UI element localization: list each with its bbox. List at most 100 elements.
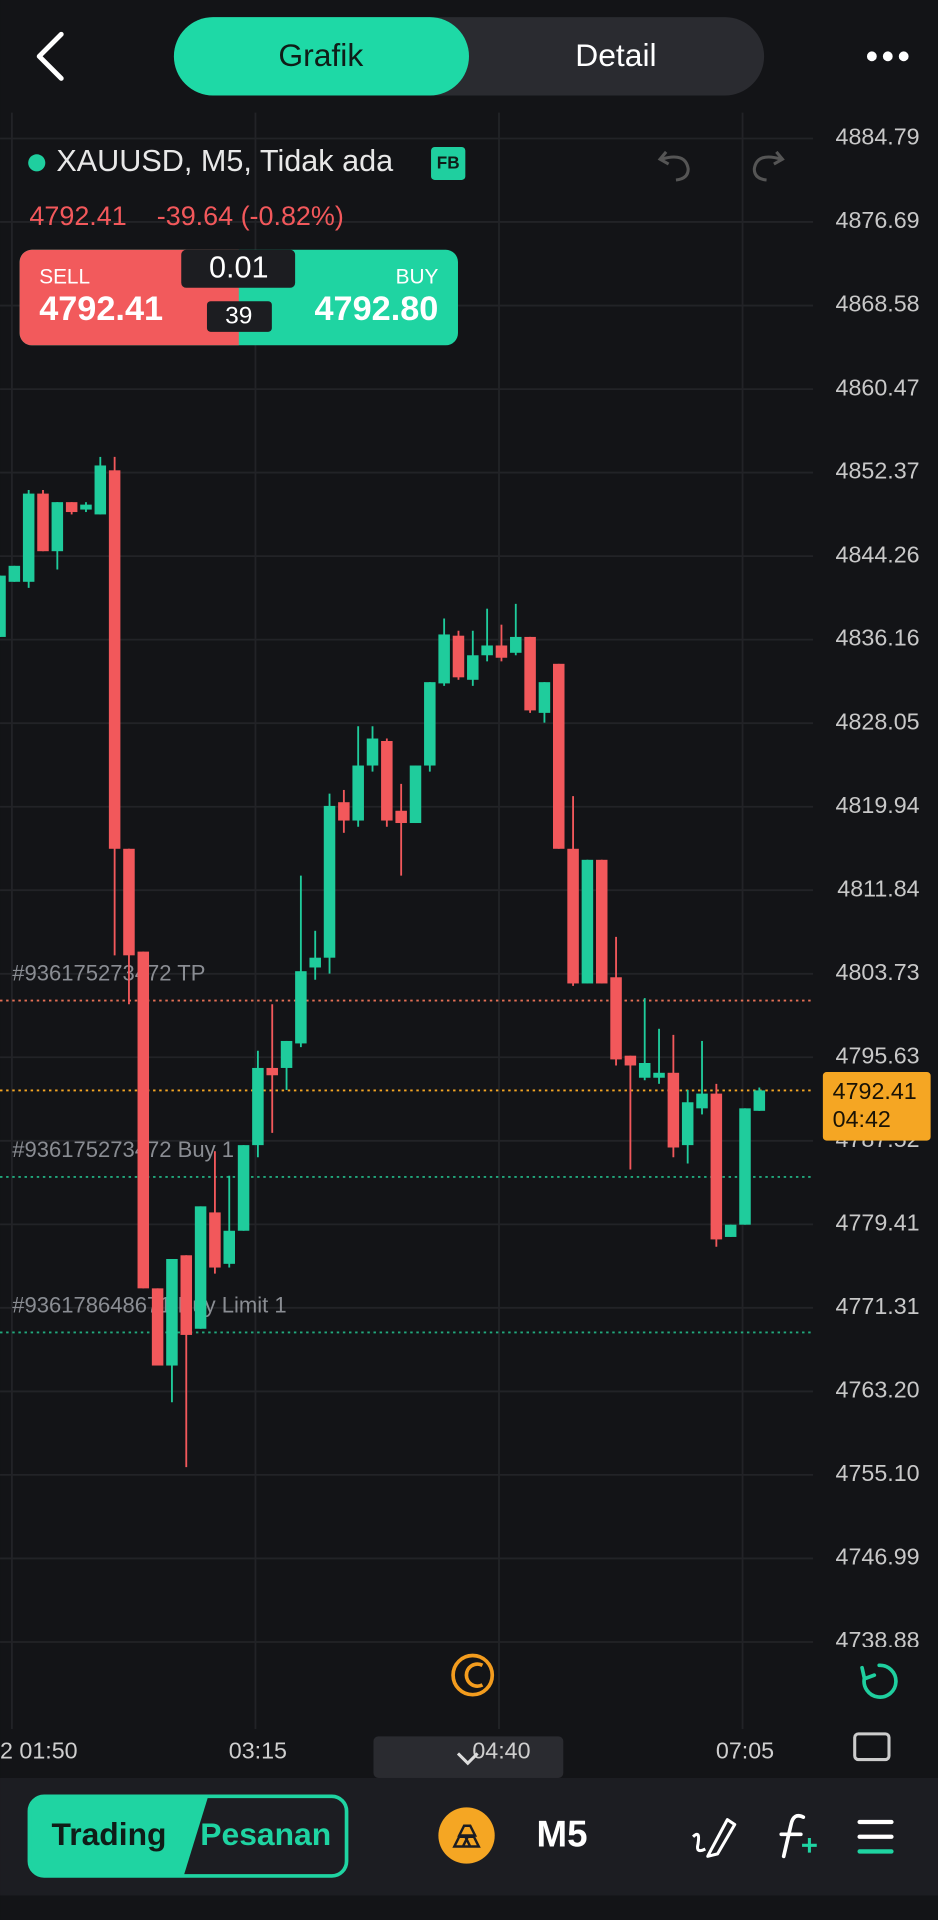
tab-grafik[interactable]: Grafik — [278, 37, 363, 73]
bottom-tabs — [27, 1794, 349, 1878]
draw-icon[interactable] — [691, 1818, 737, 1858]
logo-icon — [451, 1653, 495, 1697]
candle-body — [481, 645, 493, 656]
candle-body — [108, 470, 121, 849]
last-price-time: 04:42 — [833, 1106, 891, 1132]
candle-body — [266, 1067, 278, 1076]
y-tick-label: 4763.20 — [836, 1377, 920, 1403]
candle-body — [137, 951, 150, 1289]
candle-body — [452, 635, 465, 678]
back-button[interactable] — [36, 31, 64, 81]
candle-body — [252, 1067, 264, 1146]
order-label: #936175273472 TP — [12, 961, 205, 986]
candle-body — [424, 682, 436, 766]
candle-body — [696, 1093, 708, 1109]
y-tick-label: 4876.69 — [836, 207, 920, 233]
volume: 0.01 — [209, 250, 269, 284]
y-axis: 4884.79 4876.69 4868.58 4860.47 4852.37 4844.… — [836, 124, 920, 1647]
x-tick-label: 07:05 — [716, 1737, 774, 1763]
menu-icon[interactable] — [857, 1819, 894, 1854]
candle-body — [538, 682, 551, 713]
candle-body — [237, 1145, 250, 1231]
candle-body — [638, 1063, 651, 1078]
candle-body — [295, 971, 307, 1044]
y-tick-label: 4811.84 — [837, 875, 919, 901]
y-tick-label: 4828.05 — [836, 708, 920, 734]
y-tick-label: 4779.41 — [836, 1210, 920, 1236]
indicator-plus — [802, 1837, 817, 1853]
candle-body — [495, 645, 508, 658]
candle-body — [65, 502, 78, 513]
candle-body — [338, 802, 350, 821]
spread: 39 — [225, 303, 252, 330]
y-tick-label: 4860.47 — [836, 374, 920, 400]
candle-body — [94, 465, 107, 515]
candle-body — [409, 765, 422, 824]
timeframe[interactable]: M5 — [537, 1813, 588, 1854]
y-tick-label: 4771.31 — [836, 1293, 920, 1319]
redo-icon[interactable] — [752, 150, 785, 182]
candle-body — [667, 1072, 680, 1148]
candle-body — [223, 1230, 235, 1264]
order-label: #936175273472 Buy 1 — [12, 1137, 234, 1162]
candle-body — [51, 502, 64, 552]
x-axis: 2 01:50 03:15 04:40 07:05 — [0, 1737, 774, 1763]
candle-body — [209, 1212, 221, 1268]
last-price-tag — [822, 1072, 931, 1141]
x-tick-label: 04:40 — [472, 1737, 530, 1763]
candle-body — [438, 634, 450, 684]
gold-bars — [452, 1824, 481, 1848]
tab-pesanan[interactable]: Pesanan — [200, 1816, 331, 1852]
sell-price: 4792.41 — [39, 290, 163, 328]
candle-body — [595, 859, 608, 984]
candle-body — [352, 765, 364, 821]
y-tick-label: 4868.58 — [836, 291, 920, 317]
status-dot — [28, 154, 46, 172]
reset-icon[interactable] — [860, 1663, 898, 1699]
candle-body — [724, 1224, 737, 1237]
badge-text: FB — [437, 153, 460, 173]
candle-body — [581, 859, 594, 984]
candle-body — [395, 810, 407, 824]
symbol-change: -39.64 (-0.82%) — [157, 201, 344, 231]
more-button[interactable] — [866, 51, 909, 62]
candle-body — [624, 1055, 637, 1066]
tab-detail[interactable]: Detail — [575, 37, 656, 73]
undo-icon[interactable] — [657, 150, 690, 182]
candle-body — [80, 504, 92, 510]
chevron[interactable] — [456, 1752, 479, 1766]
candle-body — [166, 1258, 178, 1366]
y-tick-label: 4852.37 — [836, 458, 920, 484]
crosshair-tab — [373, 1736, 564, 1778]
volume-box[interactable] — [181, 249, 296, 288]
candle-body — [467, 655, 479, 680]
indicator-icon[interactable] — [779, 1813, 806, 1859]
spread-box — [206, 301, 272, 332]
y-tick-label: 4803.73 — [836, 959, 920, 985]
x-tick-label: 2 01:50 — [0, 1737, 78, 1763]
candle-body — [739, 1108, 751, 1225]
layout-icon[interactable] — [853, 1732, 891, 1762]
candle-body — [0, 575, 6, 637]
symbol-title: XAUUSD, M5, Tidak ada — [56, 144, 394, 178]
candle-body — [180, 1255, 193, 1335]
tab-active[interactable] — [173, 17, 470, 96]
logo-mark — [464, 1662, 484, 1688]
candle-body — [381, 740, 393, 821]
buy-label: BUY — [396, 265, 439, 288]
candle-body — [710, 1093, 723, 1240]
y-tick-label: 4819.94 — [836, 792, 920, 818]
candle-body — [22, 493, 35, 582]
tab-trading-bg[interactable] — [29, 1796, 209, 1876]
sell-label: SELL — [39, 265, 90, 288]
symbol-price: 4792.41 — [29, 201, 126, 231]
candle-body — [280, 1040, 293, 1068]
chart: 4884.79 4876.69 4868.58 4860.47 4852.37 4844.… — [0, 112, 931, 1729]
tab-trading[interactable]: Trading — [52, 1816, 167, 1852]
buy-price: 4792.80 — [315, 290, 439, 328]
candle-body — [194, 1206, 207, 1329]
order-label: #936178648671 Buy Limit 1 — [12, 1293, 286, 1318]
y-tick-label: 4746.99 — [836, 1544, 920, 1570]
candle-body — [8, 565, 21, 582]
